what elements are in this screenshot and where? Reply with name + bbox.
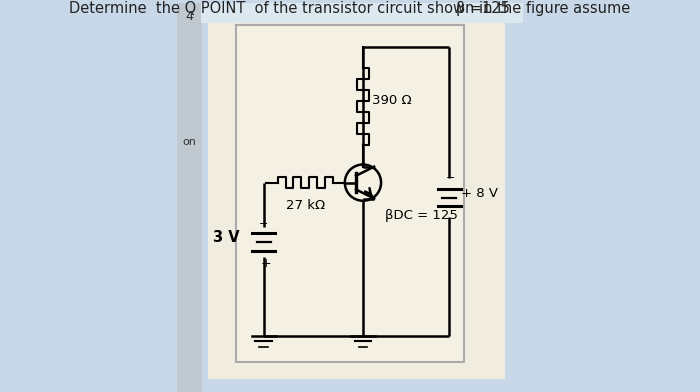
Text: on: on xyxy=(182,137,196,147)
Text: +: + xyxy=(260,257,271,270)
Text: 3 V: 3 V xyxy=(214,230,240,245)
Bar xyxy=(177,4,201,392)
Text: 27 kΩ: 27 kΩ xyxy=(286,199,325,212)
Text: β =125: β =125 xyxy=(456,1,510,16)
Text: Determine  the Q POINT  of the transistor circuit shown in the figure assume: Determine the Q POINT of the transistor … xyxy=(69,1,631,16)
Bar xyxy=(201,0,523,23)
Text: 4: 4 xyxy=(185,10,193,23)
Bar xyxy=(236,25,464,362)
Text: + 8 V: + 8 V xyxy=(461,187,498,200)
FancyBboxPatch shape xyxy=(207,16,505,379)
Text: −: − xyxy=(447,173,456,183)
Text: −: − xyxy=(259,219,268,229)
Text: 390 Ω: 390 Ω xyxy=(372,94,412,107)
Text: βDC = 125: βDC = 125 xyxy=(386,209,458,222)
